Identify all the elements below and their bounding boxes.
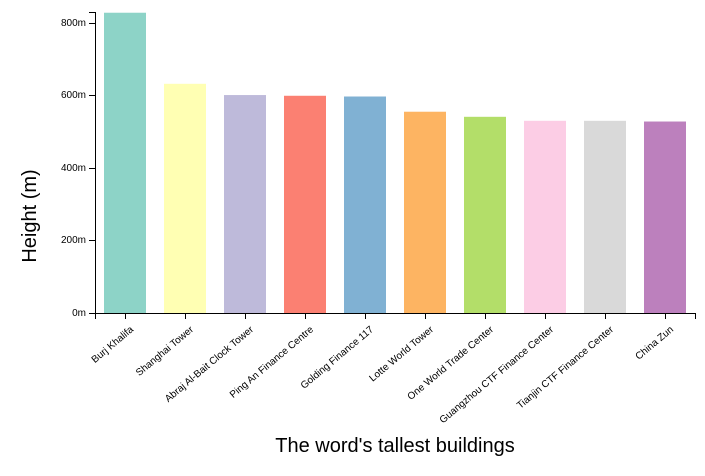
x-axis-line xyxy=(95,313,696,319)
x-tick-label: Guangzhou CTF Finance Center xyxy=(438,324,557,426)
bar-burj-khalifa xyxy=(104,12,146,313)
x-tick-label: China Zun xyxy=(634,324,676,362)
y-tick-label: 0m xyxy=(72,308,86,319)
x-axis-title: The word's tallest buildings xyxy=(275,435,515,457)
y-tick-label: 600m xyxy=(61,90,86,101)
y-axis: 0m 200m 400m 600m 800m xyxy=(61,12,96,319)
bar-shanghai-tower xyxy=(164,83,206,313)
bar-guangzhou-ctf-finance-center xyxy=(524,120,566,313)
bar-one-world-trade-center xyxy=(464,116,506,313)
bar-ping-an-finance-centre xyxy=(284,95,326,314)
y-tick-label: 400m xyxy=(61,163,86,174)
bar-lotte-world-tower xyxy=(404,111,446,313)
y-tick-label: 200m xyxy=(61,235,86,246)
bar-abraj-al-bait-clock-tower xyxy=(224,95,266,313)
bar-golding-finance-117 xyxy=(344,96,386,313)
bars-layer xyxy=(104,12,686,314)
y-axis-title: Height (m) xyxy=(19,169,41,262)
x-tick-label: Shanghai Tower xyxy=(134,324,196,379)
x-tick-label: Tianjin CTF Finance Center xyxy=(515,324,616,412)
x-tick-label: Burj Khalifa xyxy=(90,324,137,366)
bar-china-zun xyxy=(644,121,686,314)
y-axis-line xyxy=(89,12,96,314)
bar-tianjin-ctf-finance-center xyxy=(584,120,626,313)
y-tick-label: 800m xyxy=(61,18,86,29)
x-tick-label: Lotte World Tower xyxy=(367,324,436,384)
